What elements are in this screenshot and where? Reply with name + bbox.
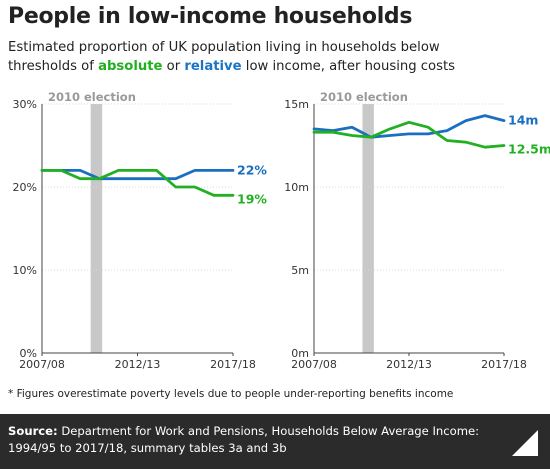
chart-subtitle-line1: Estimated proportion of UK population li… — [8, 40, 440, 55]
series-line-absolute — [40, 168, 235, 197]
data-point-absolute — [503, 144, 505, 147]
y-tick-label: 5m — [291, 264, 309, 277]
election-band — [90, 104, 103, 353]
data-point-relative — [313, 128, 315, 130]
data-point-absolute — [98, 177, 101, 180]
data-point-absolute — [60, 169, 62, 172]
data-point-relative — [174, 177, 177, 180]
data-point-relative — [155, 177, 158, 180]
data-point-absolute — [79, 177, 81, 180]
data-point-absolute — [136, 169, 139, 172]
source-label: Source: — [8, 424, 58, 438]
chart-panel-1: 2010 election 0% 10% 20% 30% 2007/08 2012/13 20… — [13, 90, 268, 371]
y-tick-label: 10m — [284, 181, 309, 194]
source-text: Source: Department for Work and Pensions… — [8, 423, 479, 457]
data-point-absolute — [174, 186, 177, 188]
data-point-absolute — [389, 128, 391, 130]
data-point-relative — [79, 169, 81, 172]
data-point-relative — [351, 126, 353, 129]
data-point-relative — [446, 129, 448, 132]
end-label-absolute: 19% — [237, 191, 267, 206]
data-point-relative — [465, 119, 467, 122]
subtitle-relative-keyword: relative — [184, 59, 242, 74]
data-point-absolute — [41, 169, 43, 172]
data-point-absolute — [484, 146, 486, 148]
chart-subtitle-line2: thresholds of absolute or relative low i… — [8, 59, 455, 74]
source-footer: Source: Department for Work and Pensions… — [0, 414, 550, 469]
y-tick-label: 0% — [20, 347, 37, 360]
data-point-relative — [427, 133, 429, 135]
end-label-relative: 22% — [237, 162, 267, 177]
data-point-relative — [232, 169, 234, 172]
y-tick-label: 30% — [13, 98, 37, 111]
x-tick-label: 2017/18 — [210, 358, 256, 371]
data-point-relative — [194, 169, 196, 172]
x-tick-label: 2017/18 — [481, 358, 527, 371]
data-point-absolute — [351, 134, 353, 137]
data-point-absolute — [194, 186, 196, 188]
full-fact-logo — [512, 430, 538, 456]
data-point-absolute — [370, 136, 372, 138]
data-point-absolute — [408, 121, 410, 124]
end-label-relative: 14m — [508, 113, 538, 128]
end-label-absolute: 12.5m — [508, 142, 550, 157]
data-point-absolute — [117, 169, 120, 172]
data-point-absolute — [232, 194, 234, 197]
chart-panel-2: 2010 election 0m 5m 10m 15m 2007/08 2012/13 201… — [284, 90, 550, 371]
data-point-absolute — [446, 139, 448, 142]
y-tick-label: 20% — [13, 181, 37, 194]
data-point-relative — [408, 133, 410, 135]
election-label: 2010 election — [320, 90, 408, 104]
data-point-relative — [213, 169, 215, 172]
data-point-absolute — [332, 131, 334, 134]
subtitle-text: or — [162, 59, 185, 74]
data-point-absolute — [465, 141, 467, 143]
subtitle-text: thresholds of — [8, 59, 99, 74]
data-point-relative — [484, 114, 486, 117]
data-point-absolute — [155, 169, 158, 172]
election-label: 2010 election — [48, 90, 136, 104]
chart-title: People in low-income households — [8, 4, 413, 29]
source-line2: 1994/95 to 2017/18, summary tables 3a an… — [8, 441, 287, 455]
subtitle-absolute-keyword: absolute — [98, 59, 163, 74]
footnote: * Figures overestimate poverty levels du… — [8, 388, 454, 400]
data-point-absolute — [313, 131, 315, 134]
data-point-absolute — [427, 126, 429, 129]
x-tick-label: 2007/08 — [19, 358, 65, 371]
data-point-relative — [389, 134, 391, 137]
y-tick-label: 10% — [13, 264, 37, 277]
source-line1: Department for Work and Pensions, Househ… — [57, 424, 480, 438]
data-point-relative — [117, 177, 120, 180]
election-band — [362, 104, 374, 353]
x-tick-label: 2012/13 — [115, 358, 161, 371]
y-tick-label: 15m — [284, 98, 309, 111]
x-tick-label: 2007/08 — [291, 358, 337, 371]
data-point-relative — [136, 177, 139, 180]
x-tick-label: 2012/13 — [386, 358, 432, 371]
y-tick-label: 0m — [291, 347, 309, 360]
data-point-relative — [503, 119, 505, 122]
subtitle-text: low income, after housing costs — [241, 59, 456, 74]
data-point-absolute — [213, 194, 215, 197]
